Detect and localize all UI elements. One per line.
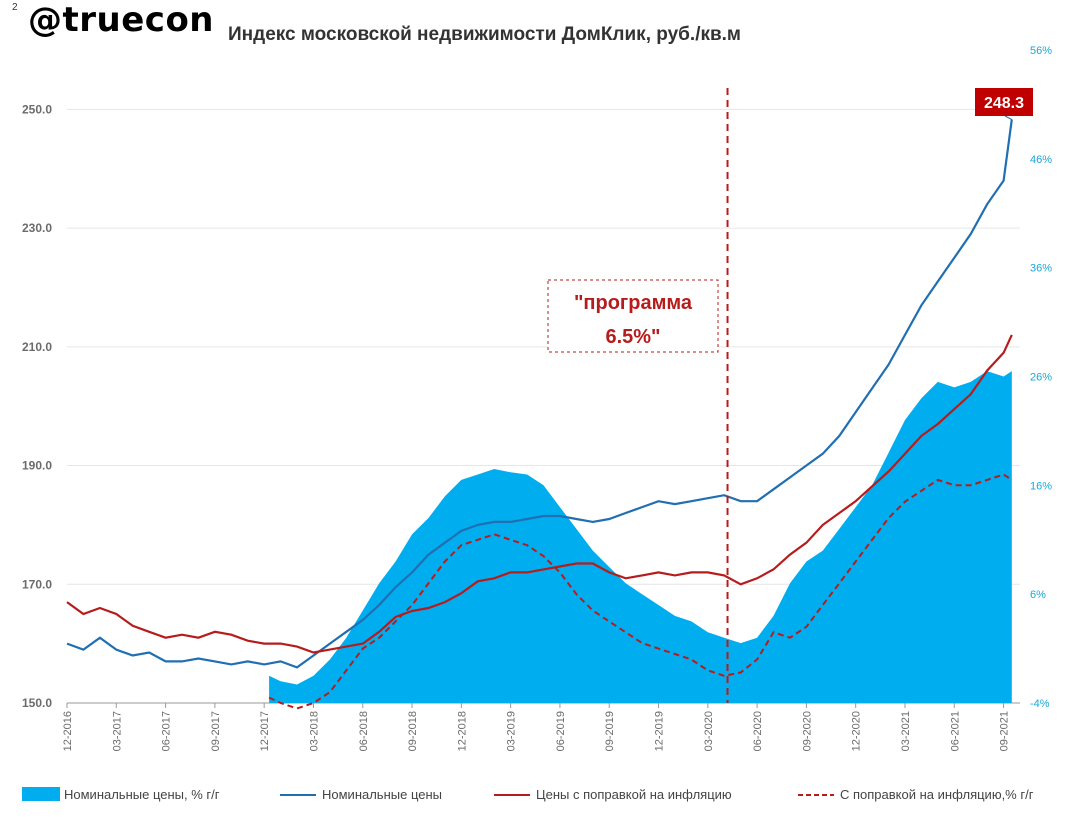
y-left-tick-label: 170.0 bbox=[22, 577, 52, 591]
series-line-nominal bbox=[66, 119, 1013, 669]
x-tick-label: 06-2019 bbox=[555, 711, 567, 751]
end-label-leader bbox=[1004, 115, 1013, 120]
x-tick-label: 09-2020 bbox=[801, 711, 813, 751]
x-tick-label: 12-2016 bbox=[62, 711, 74, 751]
legend-label-nominal: Номинальные цены bbox=[322, 787, 442, 802]
x-tick-label: 09-2018 bbox=[407, 711, 419, 751]
y-left-tick-label: 250.0 bbox=[22, 102, 52, 116]
y-right-tick-label: 56% bbox=[1030, 45, 1052, 57]
x-tick-label: 06-2020 bbox=[752, 711, 764, 751]
legend-label-real-yoy: С поправкой на инфляцию,% г/г bbox=[840, 787, 1034, 802]
y-left-tick-label: 230.0 bbox=[22, 221, 52, 235]
legend-label-area: Номинальные цены, % г/г bbox=[64, 787, 220, 802]
x-tick-label: 06-2017 bbox=[161, 711, 173, 751]
y-right-tick-label: 26% bbox=[1030, 372, 1052, 384]
end-value-label: 248.3 bbox=[984, 95, 1024, 112]
x-tick-label: 03-2018 bbox=[308, 711, 320, 751]
annotation-box bbox=[547, 279, 719, 353]
y-left-tick-label: 210.0 bbox=[22, 340, 52, 354]
y-right-tick-label: 6% bbox=[1030, 589, 1046, 601]
x-tick-label: 12-2018 bbox=[456, 711, 468, 751]
y-left-tick-label: 150.0 bbox=[22, 696, 52, 710]
series-line-real bbox=[66, 334, 1013, 654]
x-tick-label: 12-2019 bbox=[654, 711, 666, 751]
x-tick-label: 03-2021 bbox=[900, 711, 912, 751]
y-right-tick-label: 36% bbox=[1030, 263, 1052, 275]
annotation-text-line1: "программа bbox=[574, 292, 693, 314]
y-left-tick-label: 190.0 bbox=[22, 459, 52, 473]
x-tick-label: 12-2017 bbox=[259, 711, 271, 751]
annotation-text-line2: 6.5%" bbox=[605, 326, 660, 348]
y-right-tick-label: 46% bbox=[1030, 154, 1052, 166]
y-right-tick-label: 16% bbox=[1030, 480, 1052, 492]
x-tick-label: 09-2017 bbox=[210, 711, 222, 751]
end-value-box bbox=[975, 88, 1033, 116]
legend-label-real: Цены с поправкой на инфляцию bbox=[536, 787, 732, 802]
legend-swatch-area bbox=[22, 787, 60, 801]
page-number: 2 bbox=[12, 2, 18, 13]
x-tick-label: 03-2019 bbox=[506, 711, 518, 751]
chart-title: Индекс московской недвижимости ДомКлик, … bbox=[228, 24, 741, 45]
x-tick-label: 03-2017 bbox=[111, 711, 123, 751]
series-area-nominal-yoy bbox=[269, 371, 1012, 703]
x-tick-label: 06-2021 bbox=[949, 711, 961, 751]
x-tick-label: 09-2019 bbox=[604, 711, 616, 751]
x-tick-label: 12-2020 bbox=[851, 711, 863, 751]
x-tick-label: 03-2020 bbox=[703, 711, 715, 751]
x-tick-label: 09-2021 bbox=[999, 711, 1011, 751]
brand-watermark: @truecon bbox=[28, 0, 215, 40]
y-right-tick-label: -4% bbox=[1030, 698, 1050, 710]
x-tick-label: 06-2018 bbox=[358, 711, 370, 751]
